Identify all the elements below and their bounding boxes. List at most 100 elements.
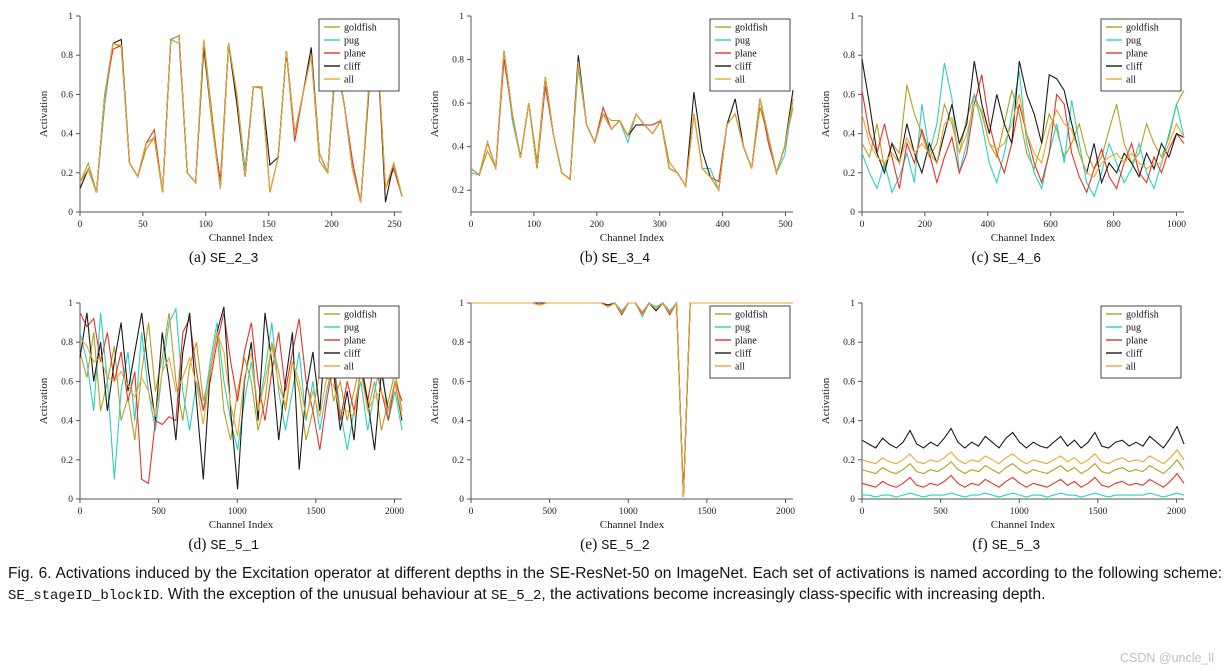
panel-caption-c: (c) SE_4_6 — [971, 249, 1041, 267]
x-tick-label: 2000 — [385, 507, 404, 517]
panel-index-f: (f) — [972, 536, 988, 553]
x-tick-label: 1500 — [306, 507, 325, 517]
y-tick-label: 0 — [68, 208, 73, 218]
caption-text: . With the exception of the unusual beha… — [159, 585, 491, 603]
y-tick-label: 0.6 — [452, 99, 464, 109]
legend-label: goldfish — [344, 23, 377, 34]
legend-label: plane — [344, 336, 366, 347]
legend-label: plane — [735, 49, 757, 60]
y-tick-label: 0.6 — [843, 90, 855, 100]
x-tick-label: 500 — [542, 507, 557, 517]
y-tick-label: 1 — [459, 12, 464, 22]
series-cliff-line — [861, 59, 1185, 185]
chart-panel-a: 0 50 100 150 200 250 0 0.2 0.4 0.6 0.8 1 Channel Ind… — [28, 6, 419, 267]
legend: goldfish pug plane cliff all — [318, 18, 400, 92]
caption-text: , the activations become increasingly cl… — [541, 585, 1046, 603]
legend-label: plane — [344, 49, 366, 60]
series-plane-line — [862, 472, 1185, 488]
legend-label: plane — [1126, 49, 1148, 60]
legend: goldfish pug plane cliff all — [709, 18, 791, 92]
y-tick-label: 1 — [851, 12, 856, 22]
x-tick-label: 500 — [778, 220, 793, 230]
panel-title-b: SE_3_4 — [601, 252, 651, 267]
y-tick-label: 0.6 — [61, 377, 73, 387]
x-tick-label: 800 — [1107, 220, 1122, 230]
y-axis-label: Activation — [429, 90, 441, 137]
y-tick-label: 0.2 — [452, 456, 464, 466]
chart-b-canvas: 0 100 200 300 400 500 0.2 0.4 0.6 0.8 1 Channel Ind… — [429, 12, 794, 244]
charts-grid: 0 50 100 150 200 250 0 0.2 0.4 0.6 0.8 1 Channel Ind… — [28, 6, 1202, 554]
x-axis-label: Channel Index — [991, 232, 1056, 244]
y-axis-label: Activation — [820, 90, 832, 137]
series-all-line — [862, 449, 1185, 465]
x-tick-label: 2000 — [776, 507, 795, 517]
chart-panel-b: 0 100 200 300 400 500 0.2 0.4 0.6 0.8 1 Channel Ind… — [419, 6, 810, 267]
y-tick-label: 0.8 — [61, 51, 73, 61]
x-tick-label: 1500 — [697, 507, 716, 517]
y-tick-label: 0.6 — [843, 377, 855, 387]
y-axis-label: Activation — [429, 377, 441, 424]
y-tick-label: 0 — [459, 495, 464, 505]
x-tick-label: 500 — [151, 507, 166, 517]
legend: goldfish pug plane cliff all — [1100, 305, 1182, 379]
legend-label: plane — [735, 336, 757, 347]
y-tick-label: 0.4 — [61, 417, 73, 427]
x-tick-label: 0 — [860, 507, 865, 517]
panel-index-b: (b) — [579, 249, 598, 266]
series-all-line — [470, 301, 793, 498]
panel-title-c: SE_4_6 — [992, 252, 1042, 267]
chart-panel-c: 0 200 400 600 800 1000 0 0.2 0.4 0.6 0.8 1 Channel I… — [811, 6, 1202, 267]
panel-title-e: SE_5_2 — [601, 539, 650, 554]
x-tick-label: 0 — [469, 507, 474, 517]
legend-label: all — [344, 75, 354, 86]
chart-e-canvas: 0 500 1000 1500 2000 0 0.2 0.4 0.6 0.8 1 Channel In… — [429, 299, 795, 531]
x-tick-label: 400 — [715, 220, 730, 230]
panel-index-c: (c) — [971, 249, 989, 266]
y-tick-label: 0.4 — [61, 130, 73, 140]
series-pug-line — [862, 492, 1185, 498]
y-axis-label: Activation — [38, 377, 50, 424]
panel-title-a: SE_2_3 — [209, 252, 259, 267]
legend-label: cliff — [1126, 349, 1143, 360]
y-tick-label: 0.4 — [452, 143, 464, 153]
y-tick-label: 1 — [459, 299, 464, 309]
legend-label: goldfish — [344, 310, 377, 321]
legend-label: cliff — [344, 349, 361, 360]
x-tick-label: 1000 — [227, 507, 246, 517]
y-axis-label: Activation — [820, 377, 832, 424]
x-tick-label: 600 — [1044, 220, 1059, 230]
chart-panel-d: 0 500 1000 1500 2000 0 0.2 0.4 0.6 0.8 1 Channel In… — [28, 293, 419, 554]
x-tick-label: 150 — [261, 220, 276, 230]
panel-caption-b: (b) SE_3_4 — [580, 249, 651, 267]
y-tick-label: 1 — [68, 12, 73, 22]
series-cliff-line — [862, 425, 1185, 449]
x-tick-label: 50 — [138, 220, 148, 230]
x-tick-label: 1000 — [1010, 507, 1029, 517]
y-tick-label: 0 — [851, 495, 856, 505]
x-tick-label: 400 — [981, 220, 996, 230]
legend-label: cliff — [1126, 62, 1143, 73]
series-all-line — [79, 330, 403, 437]
series-all-line — [470, 50, 794, 192]
legend-label: cliff — [735, 349, 752, 360]
caption-code: SE_stageID_blockID — [8, 587, 160, 604]
x-tick-label: 200 — [918, 220, 933, 230]
y-tick-label: 0.2 — [61, 169, 73, 179]
y-tick-label: 0.2 — [61, 456, 73, 466]
legend-label: cliff — [735, 62, 752, 73]
panel-caption-e: (e) SE_5_2 — [580, 536, 650, 554]
x-axis-label: Channel Index — [208, 232, 273, 244]
chart-panel-e: 0 500 1000 1500 2000 0 0.2 0.4 0.6 0.8 1 Channel In… — [419, 293, 810, 554]
y-tick-label: 1 — [851, 299, 856, 309]
legend: goldfish pug plane cliff all — [318, 305, 400, 379]
y-tick-label: 0 — [851, 208, 856, 218]
panel-index-e: (e) — [580, 536, 598, 553]
x-tick-label: 1000 — [619, 507, 638, 517]
x-axis-label: Channel Index — [600, 232, 665, 244]
y-tick-label: 1 — [68, 299, 73, 309]
y-tick-label: 0.8 — [843, 338, 855, 348]
series-cliff-line — [79, 306, 403, 490]
legend-label: cliff — [344, 62, 361, 73]
legend-label: pug — [1126, 36, 1141, 47]
